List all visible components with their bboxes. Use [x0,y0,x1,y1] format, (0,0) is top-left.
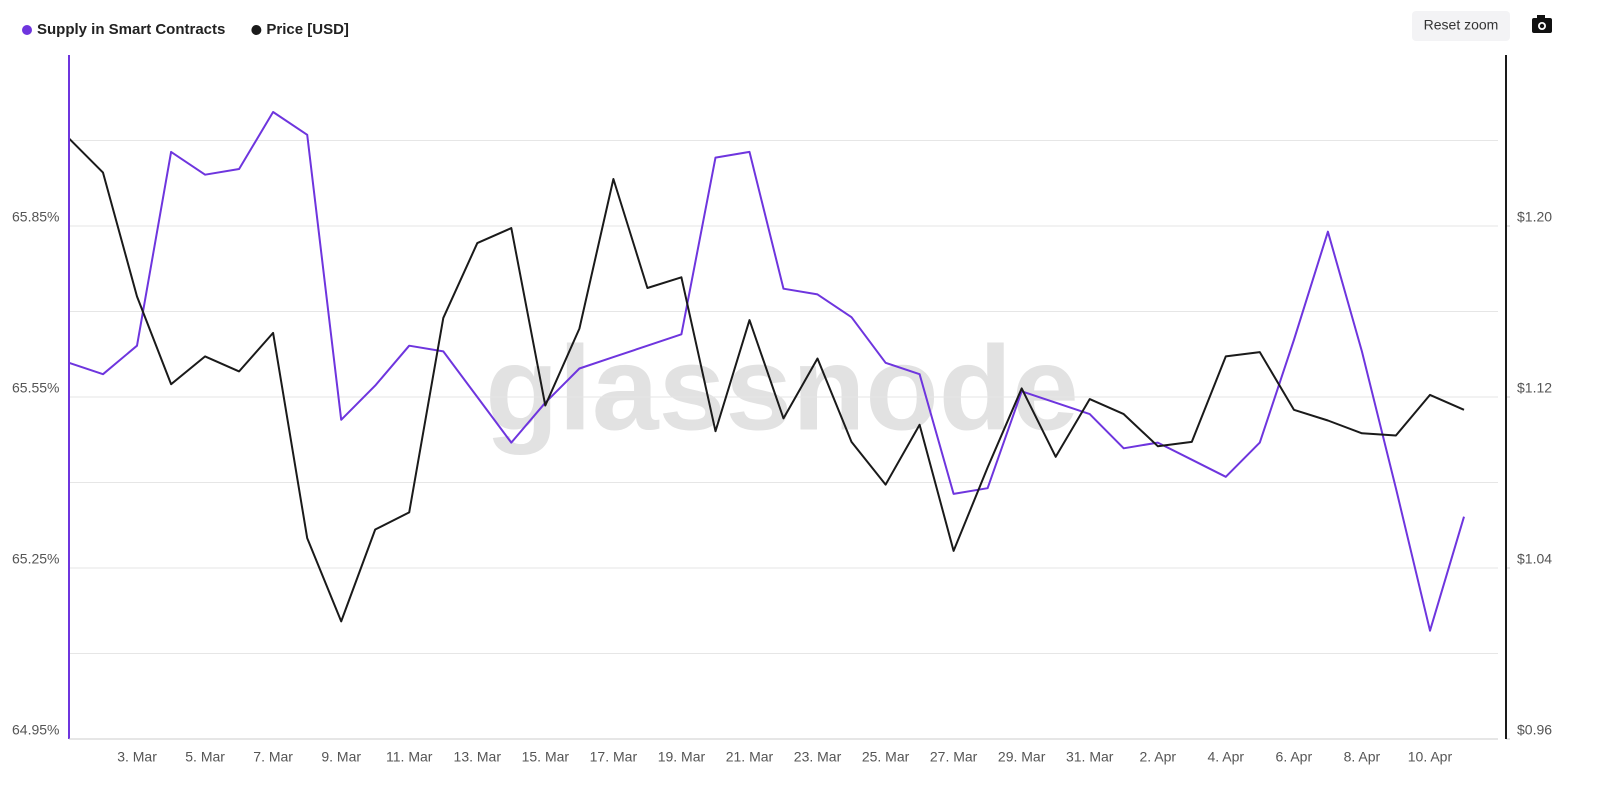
x-tick-label: 19. Mar [658,749,706,765]
y2-tick-label: $0.96 [1517,722,1552,738]
x-tick-label: 27. Mar [930,749,978,765]
x-tick-label: 11. Mar [386,749,433,765]
x-tick-label: 9. Mar [321,749,361,765]
legend-marker [251,25,262,35]
y-tick-label: 65.25% [12,551,59,567]
y-tick-label: 64.95% [12,722,59,738]
series-line [68,111,1465,632]
x-tick-label: 8. Apr [1344,749,1381,765]
x-tick-label: 23. Mar [794,749,842,765]
x-tick-label: 5. Mar [185,749,225,765]
x-tick-label: 10. Apr [1408,749,1453,765]
legend-label: Supply in Smart Contracts [37,21,225,38]
legend-marker [22,25,32,35]
button-label[interactable]: Reset zoom [1424,17,1499,33]
legend-label: Price [USD] [266,21,349,38]
x-tick-label: 7. Mar [253,749,293,765]
legend: Supply in Smart Contracts Price [USD] [22,21,349,38]
reset-zoom-button[interactable]: Reset zoom [1412,11,1510,41]
x-tick-label: 4. Apr [1208,749,1245,765]
y2-tick-label: $1.20 [1517,209,1552,225]
y2-tick-label: $1.04 [1517,551,1552,567]
x-tick-label: 6. Apr [1276,749,1313,765]
y-tick-label: 65.55% [12,380,59,396]
y2-tick-label: $1.12 [1517,380,1552,396]
x-tick-label: 2. Apr [1139,749,1176,765]
camera-top[interactable] [1537,15,1545,19]
x-tick-label: 21. Mar [726,749,774,765]
watermark: glassnode [485,322,1079,456]
button-bg[interactable] [1412,11,1510,41]
series-line [68,137,1465,623]
x-tick-label: 15. Mar [522,749,570,765]
x-tick-label: 3. Mar [117,749,157,765]
y-tick-label: 65.85% [12,209,59,225]
x-tick-label: 13. Mar [454,749,502,765]
x-tick-label: 29. Mar [998,749,1046,765]
x-tick-label: 25. Mar [862,749,910,765]
camera-icon[interactable] [1532,15,1552,33]
camera-lens-inner[interactable] [1539,23,1545,29]
x-tick-label: 31. Mar [1066,749,1114,765]
x-tick-label: 17. Mar [590,749,638,765]
